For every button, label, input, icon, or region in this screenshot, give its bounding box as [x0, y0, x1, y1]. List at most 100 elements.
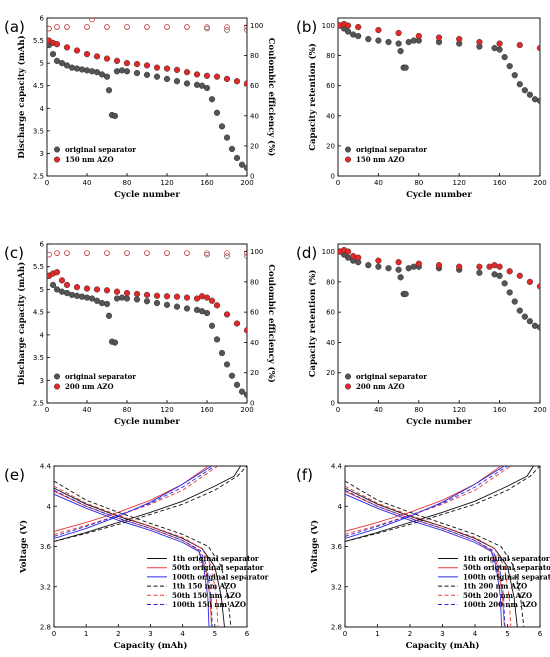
- y-tick-label: 3.2: [40, 583, 51, 591]
- x-axis-label: Capacity (mAh): [114, 640, 188, 651]
- ce-point: [84, 250, 90, 256]
- curve-charge: [54, 466, 241, 542]
- data-point: [63, 44, 71, 51]
- data-point: [53, 269, 61, 276]
- data-point: [118, 67, 126, 74]
- data-point: [143, 291, 151, 298]
- y-tick-label: 80: [326, 52, 335, 60]
- data-point: [113, 57, 121, 64]
- y-tick-label: 3: [40, 150, 44, 158]
- data-point: [173, 66, 181, 74]
- ce-point: [204, 251, 210, 258]
- data-point: [123, 289, 131, 297]
- y-tick-label: 20: [326, 142, 335, 150]
- data-point: [113, 68, 121, 75]
- data-point: [213, 109, 221, 116]
- data-point: [83, 51, 91, 58]
- data-point: [375, 263, 382, 270]
- data-point: [153, 64, 161, 71]
- legend-label: 100th original separator: [463, 572, 550, 581]
- data-point: [173, 293, 181, 300]
- y2-tick-label: 40: [250, 339, 259, 347]
- ce-point: [144, 250, 150, 256]
- data-point: [365, 262, 372, 269]
- x-tick-label: 160: [200, 179, 213, 187]
- data-point: [402, 64, 409, 71]
- data-layer: [47, 18, 247, 171]
- data-point: [223, 311, 231, 318]
- ce-point: [224, 27, 230, 33]
- data-point: [536, 97, 540, 104]
- data-point: [58, 277, 66, 284]
- data-point: [456, 263, 463, 270]
- data-point: [526, 91, 534, 98]
- y-tick-label: 3.2: [331, 583, 342, 591]
- data-point: [521, 87, 528, 94]
- y-axis-label: Capacity retention (%): [307, 270, 318, 377]
- x-tick-label: 40: [83, 406, 92, 414]
- data-point: [375, 257, 382, 264]
- y-tick-label: 100: [322, 22, 335, 30]
- data-point: [68, 291, 76, 298]
- data-point: [73, 292, 81, 299]
- data-layer: [338, 20, 540, 104]
- data-layer: [47, 250, 247, 398]
- data-point: [163, 65, 171, 72]
- data-point: [506, 63, 513, 70]
- x-tick-label: 0: [336, 406, 340, 414]
- x-axis-label: Cycle number: [406, 417, 472, 427]
- data-point: [123, 68, 131, 75]
- ce-point: [204, 24, 210, 30]
- data-point: [153, 292, 161, 299]
- legend-label: original separator: [356, 145, 427, 154]
- data-point: [476, 263, 483, 270]
- y-tick-label: 3.6: [40, 543, 52, 551]
- y-tick-label: 5: [40, 60, 44, 68]
- y-axis-label: Voltage (V): [18, 520, 29, 574]
- y-tick-label: 3.5: [33, 354, 44, 362]
- curve-discharge: [345, 493, 503, 627]
- data-layer: [338, 246, 540, 331]
- x-tick-label: 6: [538, 630, 543, 638]
- data-point: [233, 320, 241, 327]
- curve-charge: [54, 466, 216, 537]
- x-tick-label: 80: [123, 179, 132, 187]
- data-point: [218, 123, 226, 130]
- x-tick-label: 40: [83, 179, 92, 187]
- x-tick-label: 2: [116, 630, 120, 638]
- data-point: [526, 318, 534, 325]
- legend-label: 50th original separator: [172, 563, 264, 572]
- y-tick-label: 60: [326, 82, 335, 90]
- curve-discharge: [345, 485, 512, 627]
- y2-tick-label: 80: [250, 52, 259, 60]
- legend-marker: [345, 156, 352, 163]
- data-point: [536, 44, 540, 52]
- x-tick-label: 200: [240, 179, 253, 187]
- data-point: [415, 260, 422, 267]
- data-point: [233, 381, 241, 388]
- x-axis-label: Cycle number: [114, 417, 180, 427]
- data-point: [203, 294, 211, 301]
- y-tick-label: 3.5: [33, 127, 44, 135]
- legend-marker: [54, 146, 61, 153]
- data-point: [105, 87, 113, 94]
- data-point: [133, 60, 141, 68]
- x-tick-label: 160: [493, 179, 506, 187]
- data-point: [111, 112, 119, 120]
- y2-tick-label: 100: [250, 248, 263, 256]
- x-tick-label: 4: [180, 630, 185, 638]
- y-tick-label: 4: [47, 503, 52, 511]
- data-point: [506, 268, 513, 275]
- y2-tick-label: 0: [250, 173, 254, 181]
- panel-label: (b): [296, 18, 317, 36]
- data-point: [516, 272, 523, 279]
- data-point: [375, 26, 382, 34]
- data-point: [238, 388, 246, 395]
- data-point: [103, 55, 111, 62]
- data-point: [153, 73, 161, 80]
- legend-marker: [345, 373, 352, 380]
- data-point: [223, 75, 231, 83]
- data-point: [49, 51, 57, 58]
- x-tick-label: 160: [493, 406, 506, 414]
- data-point: [193, 71, 201, 78]
